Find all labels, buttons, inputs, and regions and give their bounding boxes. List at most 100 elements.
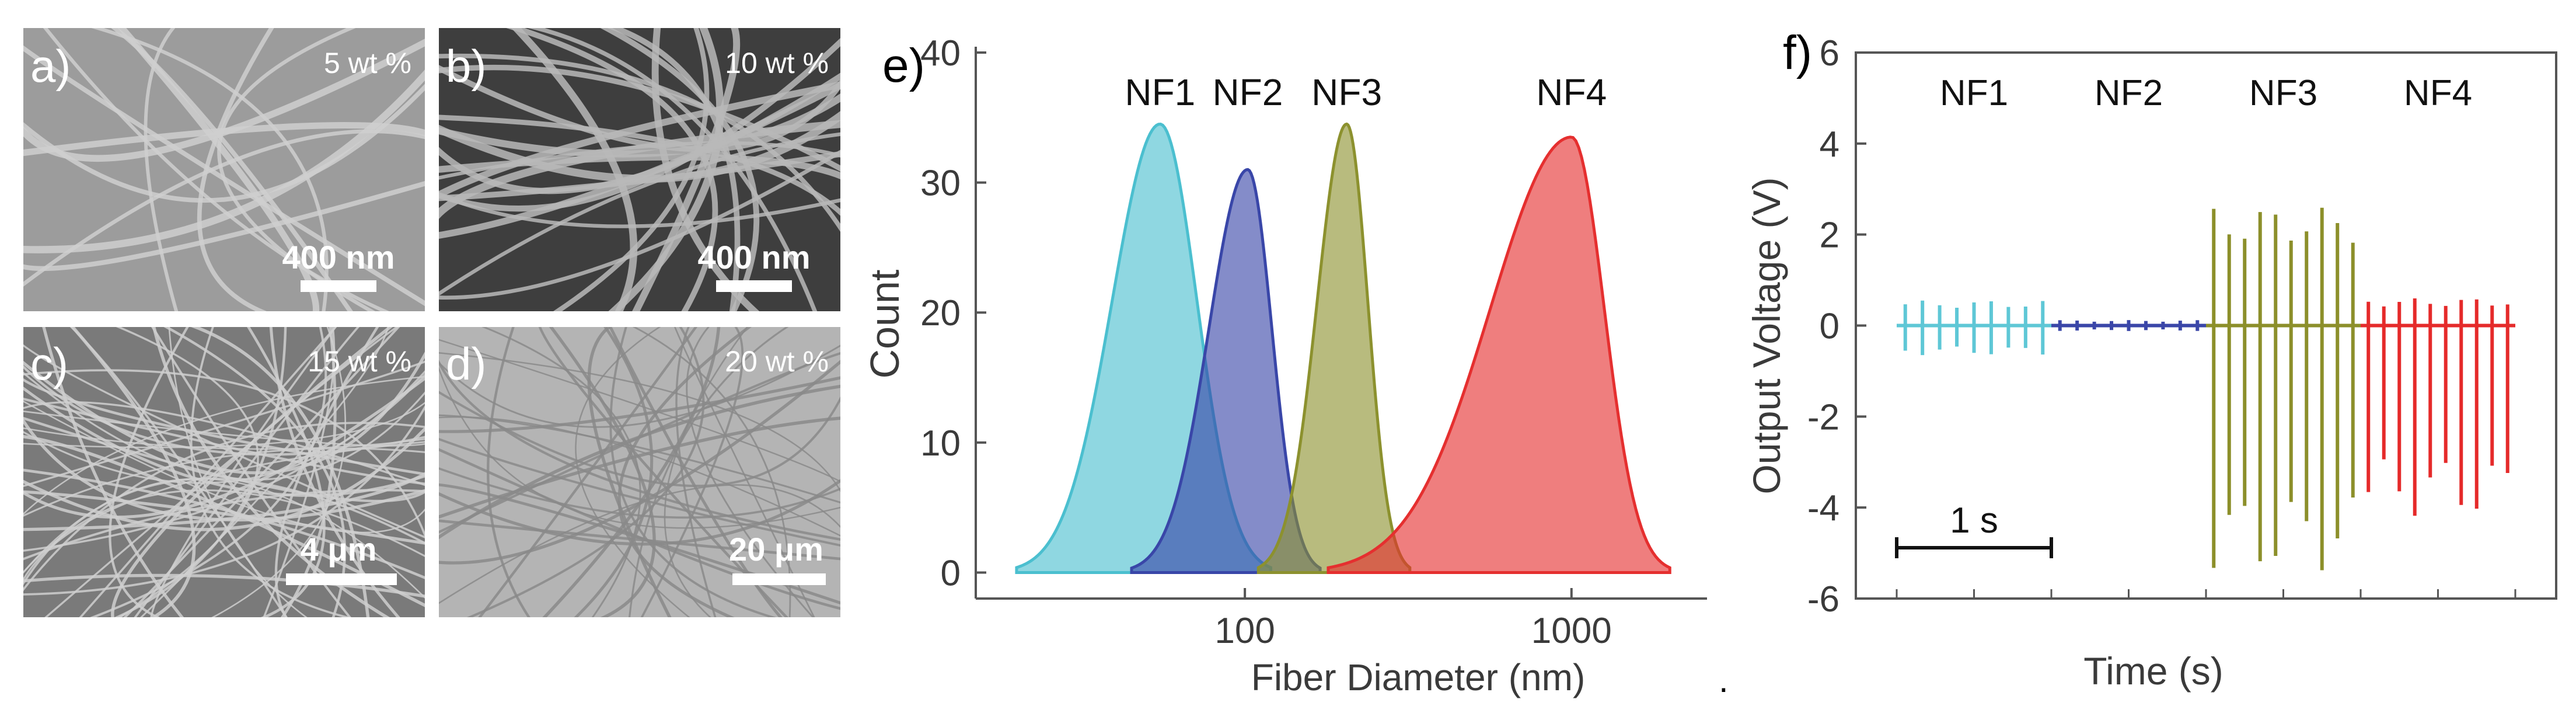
panel-letter-e: e) (882, 39, 925, 92)
x-axis-title-f: Time (s) (2083, 649, 2224, 693)
fiber-strand (23, 376, 425, 519)
sem-panel-a: a) 5 wt % 400 nm (23, 28, 425, 311)
fiber-strand (439, 114, 840, 216)
fiber-strand (23, 39, 425, 162)
fiber-strand (23, 45, 425, 307)
fiber-strand (439, 360, 840, 565)
fiber-strand (439, 339, 840, 482)
fiber-strand (23, 129, 425, 287)
fiber-strand (23, 402, 425, 448)
fiber-strand (89, 327, 327, 617)
axes-f: -6 -4 -2 0 2 4 6 (1807, 33, 2557, 620)
fiber-strand (439, 352, 840, 534)
scale-bar-label-f: 1 s (1950, 500, 1998, 541)
fiber-strand (439, 437, 840, 547)
fiber-strand (23, 410, 425, 447)
fiber-strand (23, 378, 425, 476)
panel-letter-b: b) (446, 40, 486, 92)
fiber-strand (629, 327, 789, 617)
fiber-strand (439, 151, 840, 201)
fiber-texture-c (23, 327, 425, 617)
series-label-nf3: NF3 (2249, 73, 2317, 113)
x-axis-title-e: Fiber Diameter (nm) (1251, 656, 1586, 698)
y-tick-label-f: 0 (1820, 307, 1839, 347)
x-tick-label-e: 100 (1214, 611, 1275, 651)
fiber-strand (575, 327, 690, 617)
scale-bar-d (732, 573, 826, 585)
fiber-strand (439, 352, 840, 493)
fiber-strand (439, 519, 840, 561)
scale-bar-a (301, 280, 376, 292)
fiber-strand (439, 359, 840, 541)
fiber-strand (23, 369, 425, 538)
fiber-strand (608, 327, 783, 617)
panel-letter-a: a) (30, 40, 71, 92)
time-scale-bar: 1 s (1895, 500, 2053, 558)
fiber-strand (269, 327, 400, 617)
sem-panel-b: b) 10 wt % 400 nm (439, 28, 840, 311)
fiber-strand (675, 327, 717, 617)
peak-label-nf4: NF4 (1536, 71, 1607, 113)
fiber-strand (23, 121, 425, 156)
fiber-strand (606, 28, 741, 311)
y-tick-label-e: 10 (920, 423, 961, 464)
fiber-strand (42, 327, 184, 617)
peak-label-nf3: NF3 (1311, 71, 1382, 113)
fiber-strand (23, 400, 425, 534)
fiber-strand (527, 28, 818, 311)
fiber-strand (506, 28, 718, 311)
peak-label-nf1: NF1 (1125, 71, 1195, 113)
scale-bar-label-c: 4 μm (301, 531, 377, 568)
fiber-strand (481, 327, 641, 617)
fiber-strand (574, 327, 653, 617)
fiber-strand (91, 28, 329, 311)
concentration-label-a: 5 wt % (324, 47, 411, 79)
fiber-strand (439, 467, 840, 519)
distribution-area-nf4 (1327, 135, 1671, 574)
fiber-strand (280, 327, 337, 617)
fiber-texture-d (439, 327, 840, 617)
fiber-texture-a (23, 28, 425, 311)
fiber-strand (487, 327, 530, 617)
x-tick-label-e: 1000 (1531, 611, 1612, 651)
fiber-strand (23, 401, 425, 486)
distribution-areas (1015, 122, 1671, 574)
y-tick-label-f: 4 (1820, 124, 1839, 165)
fiber-strand (23, 441, 425, 582)
voltage-signals (1897, 207, 2515, 571)
stray-dot: . (1719, 660, 1729, 700)
fiber-strand (23, 434, 425, 607)
peak-label-nf2: NF2 (1212, 71, 1283, 113)
fiber-strand (439, 149, 840, 300)
fiber-strand (632, 28, 741, 311)
fiber-strand (439, 384, 840, 540)
fiber-strand (117, 28, 320, 311)
fiber-strand (23, 426, 425, 531)
scale-bar-c (286, 573, 397, 585)
y-tick-label-f: -6 (1807, 579, 1839, 620)
panel-letter-f: f) (1783, 26, 1812, 79)
y-tick-label-e: 0 (941, 553, 961, 593)
fiber-strand (439, 416, 840, 519)
fiber-strand (23, 387, 425, 497)
fiber-strand (43, 28, 389, 311)
concentration-label-d: 20 wt % (725, 345, 829, 378)
fiber-strand (640, 327, 744, 617)
y-tick-label-f: -4 (1807, 488, 1839, 528)
fiber-strand (70, 327, 196, 617)
y-tick-label-e: 20 (920, 293, 961, 333)
sem-panel-c: c) 15 wt % 4 μm (23, 327, 425, 617)
panel-letter-d: d) (446, 338, 486, 389)
scale-bar-label-d: 20 μm (729, 531, 823, 568)
axes-e: 0 10 20 30 40 100 1000 (920, 33, 1707, 651)
series-label-nf1: NF1 (1940, 73, 2008, 113)
y-tick-label-f: 6 (1820, 33, 1839, 74)
fiber-strand (23, 573, 425, 598)
fiber-strand (190, 327, 370, 617)
voltage-series-labels: NF1 NF2 NF3 NF4 (1940, 73, 2472, 113)
fiber-strand (23, 447, 425, 517)
y-tick-label-e: 40 (920, 33, 961, 74)
fiber-strand (466, 327, 705, 617)
fiber-strand (23, 84, 425, 203)
